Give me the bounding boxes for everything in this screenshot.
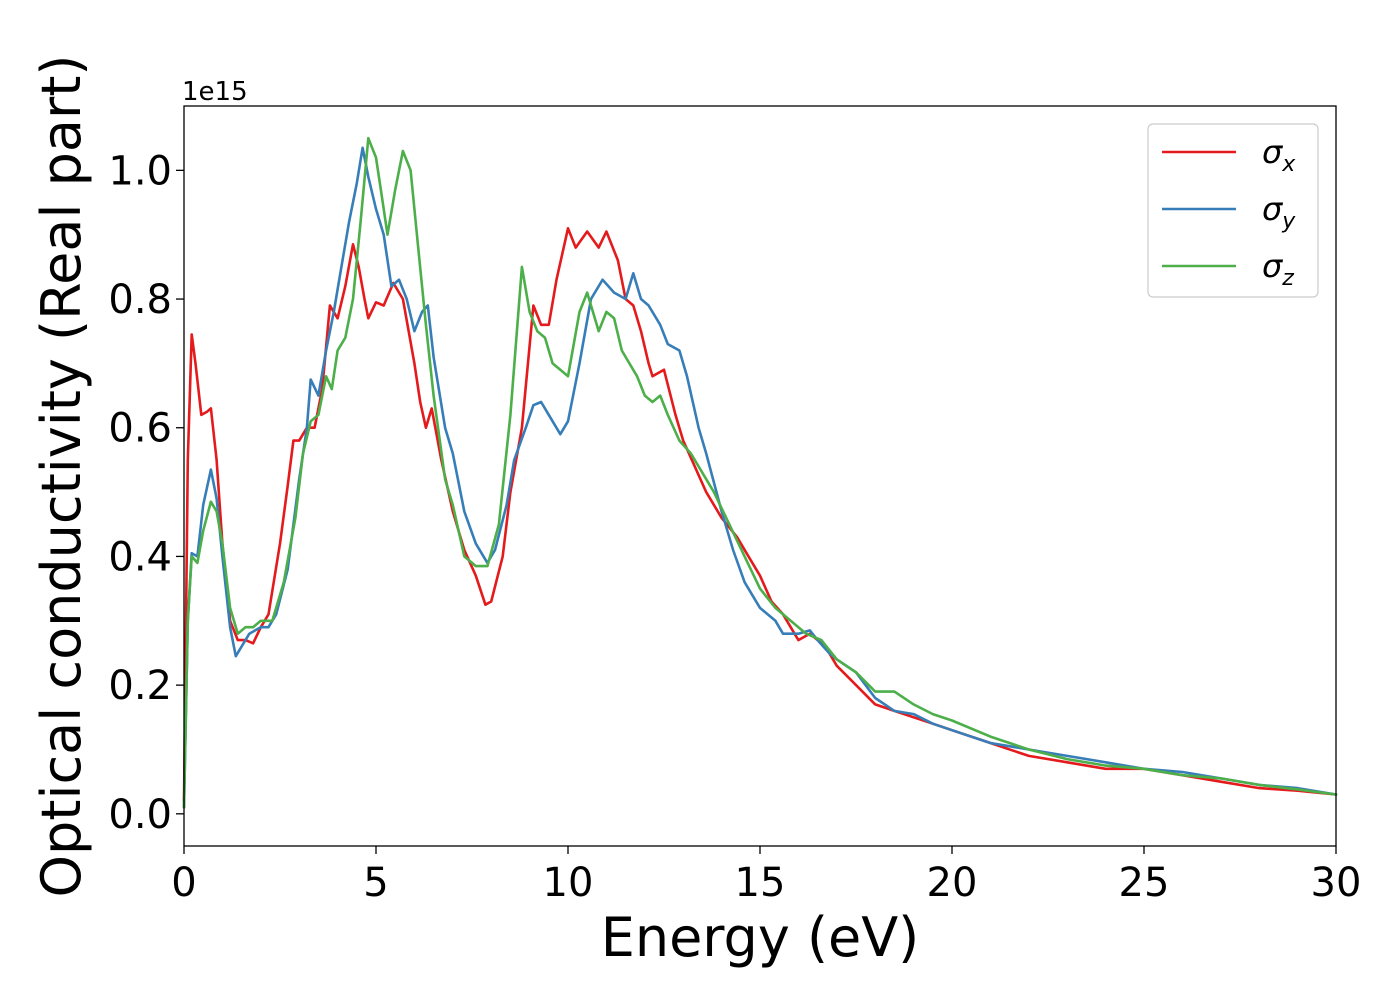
y-tick-label: 0.2 — [108, 663, 172, 709]
series-line-x — [182, 227, 1338, 803]
x-axis-ticks: 0 5 10 15 20 25 30 — [171, 846, 1361, 906]
y-tick-label: 0.6 — [108, 406, 172, 452]
y-axis-ticks: 0.0 0.2 0.4 0.6 0.8 1.0 — [108, 148, 184, 838]
legend-label-x: σx — [1262, 133, 1296, 177]
y-axis-label: Optical conductivity (Real part) — [30, 55, 93, 898]
legend-label-z: σz — [1262, 247, 1294, 291]
x-tick-label: 5 — [363, 860, 388, 906]
series-line-z — [182, 136, 1338, 809]
y-tick-label: 0.4 — [108, 534, 172, 580]
y-offset-label: 1e15 — [182, 77, 248, 107]
series-lines — [182, 136, 1338, 809]
x-tick-label: 10 — [543, 860, 594, 906]
x-tick-label: 20 — [927, 860, 978, 906]
legend-label-y: σy — [1262, 190, 1296, 234]
x-tick-label: 0 — [171, 860, 196, 906]
y-tick-label: 0.8 — [108, 277, 172, 323]
x-tick-label: 30 — [1311, 860, 1362, 906]
x-tick-label: 25 — [1119, 860, 1170, 906]
x-axis-label: Energy (eV) — [601, 906, 920, 969]
legend-frame — [1147, 123, 1319, 298]
y-tick-label: 1.0 — [108, 148, 172, 194]
y-tick-label: 0.0 — [108, 792, 172, 838]
legend: σx σy σz — [1147, 123, 1319, 298]
x-tick-label: 15 — [735, 860, 786, 906]
